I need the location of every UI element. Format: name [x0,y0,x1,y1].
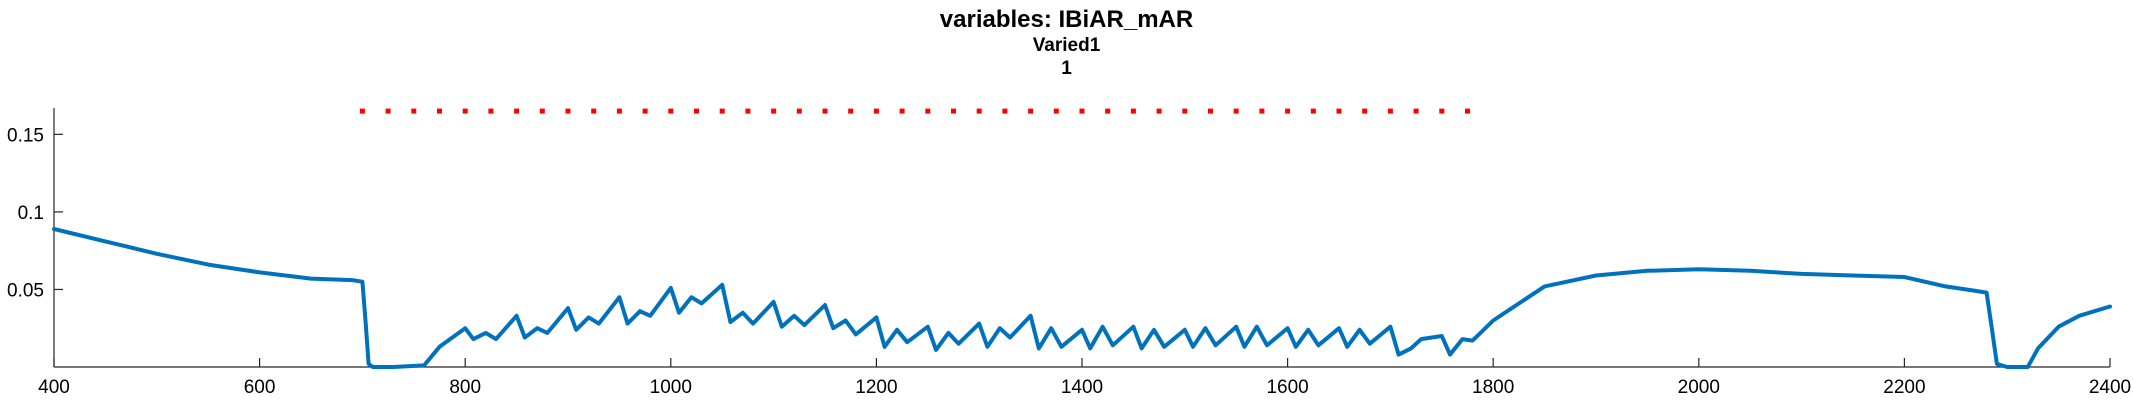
stimulus-marker [719,108,725,114]
chart-title: variables: IBiAR_mAR [939,6,1194,33]
x-tick-label: 1400 [1061,377,1103,398]
stimulus-marker [437,108,442,114]
stimulus-marker [745,108,751,114]
stimulus-marker [1182,108,1188,114]
stimulus-marker [488,108,494,114]
stimulus-marker [1233,108,1239,114]
stimulus-marker [925,108,931,114]
stimulus-marker [539,108,545,114]
y-tick-label: 0.15 [7,125,44,146]
stimulus-marker [951,108,956,114]
stimulus-marker [873,108,879,114]
stimulus-marker [1156,108,1162,114]
stimulus-marker [591,108,597,114]
chart-title-block: variables: IBiAR_mAR Varied1 1 [0,6,2133,80]
stimulus-marker [976,108,982,114]
stimulus-marker [899,108,905,114]
stimulus-marker [1387,108,1393,114]
chart-series [52,227,2112,369]
stimulus-marker [796,108,802,114]
stimulus-marker [822,108,828,114]
x-tick-label: 1000 [650,377,692,398]
stimulus-marker [1310,108,1316,114]
x-tick-label: 400 [38,377,70,398]
stimulus-marker [385,108,391,114]
stimulus-marker [462,108,468,114]
stimulus-marker [694,108,699,114]
chart-axes: 400 600 800 1000 1200 1400 1600 1800 2000 2200 240… [7,108,2131,398]
stimulus-marker [1028,108,1034,114]
stimulus-marker [1336,108,1342,114]
x-tick-label: 1200 [855,377,897,398]
series-line [52,227,2112,369]
x-tick-label: 2400 [2089,377,2131,398]
stimulus-marker [1105,108,1111,114]
stimulus-marker [1362,108,1368,114]
stimulus-marker [1413,108,1419,114]
stimulus-marker [1285,108,1291,114]
x-tick-label: 2200 [1883,377,1925,398]
x-tick-label: 800 [449,377,481,398]
stimulus-marker [1053,108,1059,114]
x-tick-label: 1800 [1472,377,1514,398]
stimulus-marker [642,108,648,114]
x-tick-label: 1600 [1266,377,1308,398]
stimulus-marker [1465,108,1470,114]
stimulus-marker [411,108,417,114]
x-tick-label: 2000 [1678,377,1720,398]
stimulus-marker [1208,108,1213,114]
stimulus-marker [1079,108,1085,114]
stimulus-marker [1439,108,1445,114]
stimulus-marker [359,108,365,114]
x-tick-label: 600 [244,377,276,398]
stimulus-marker [514,108,520,114]
y-tick-label: 0.05 [7,280,44,301]
stimulus-marker [565,108,571,114]
stimulus-marker [771,108,777,114]
stimulus-markers [359,108,1470,114]
stimulus-marker [1002,108,1008,114]
stimulus-marker [1259,108,1265,114]
chart-subtitle: Varied1 [1032,34,1101,56]
stimulus-marker [848,108,854,114]
stimulus-marker [668,108,674,114]
stimulus-marker [1130,108,1136,114]
y-tick-label: 0.1 [18,203,44,224]
stimulus-marker [616,108,622,114]
chart-subtitle-2: 1 [1061,57,1072,79]
